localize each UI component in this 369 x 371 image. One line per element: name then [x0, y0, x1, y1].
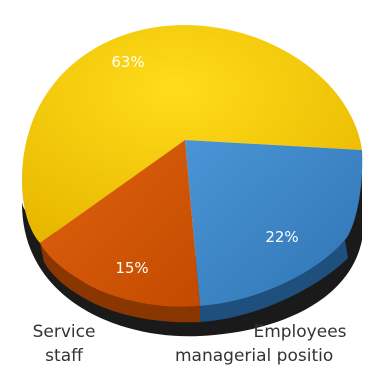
label-22-percent: 22% [265, 228, 298, 246]
slice-22-percent [185, 140, 363, 306]
orange-slice-side [40, 243, 200, 323]
label-63-percent: 63% [111, 53, 144, 71]
slice-63-percent [22, 25, 362, 243]
slice-15-percent [40, 140, 200, 307]
category-label-service-line2: staff [45, 346, 84, 366]
category-label-employees-line2: managerial positio [175, 346, 333, 366]
category-label-employees-line1: Employees [253, 322, 346, 342]
label-15-percent: 15% [115, 259, 148, 277]
blue-slice-side [200, 240, 348, 322]
category-label-service-line1: Service [33, 322, 96, 342]
